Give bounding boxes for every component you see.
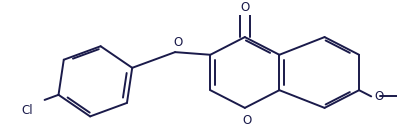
Text: O: O [174,35,183,49]
Text: O: O [240,1,250,13]
Text: O: O [375,90,384,103]
Text: O: O [242,114,252,127]
Text: Cl: Cl [21,103,33,117]
